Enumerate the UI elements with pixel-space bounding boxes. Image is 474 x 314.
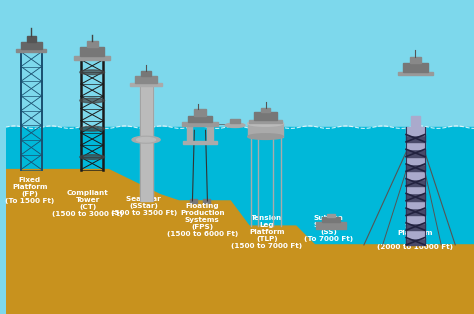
Bar bbox=[406, 215, 425, 223]
Bar bbox=[406, 127, 425, 134]
Text: Floating
Production
Systems
(FPS)
(1500 to 6000 Ft): Floating Production Systems (FPS) (1500 … bbox=[167, 203, 238, 236]
Bar bbox=[406, 186, 425, 193]
Bar bbox=[6, 0, 474, 127]
Bar bbox=[410, 57, 421, 63]
Ellipse shape bbox=[132, 136, 160, 143]
Bar bbox=[194, 109, 206, 116]
Bar bbox=[403, 63, 428, 72]
Ellipse shape bbox=[137, 138, 155, 142]
Ellipse shape bbox=[80, 127, 105, 131]
Ellipse shape bbox=[80, 98, 105, 103]
Bar bbox=[139, 86, 153, 201]
Bar bbox=[6, 127, 474, 314]
Bar bbox=[406, 200, 425, 208]
Bar bbox=[254, 112, 277, 120]
Bar bbox=[230, 119, 240, 123]
Text: Tension
Leg
Platform
(TLP)
(1500 to 7000 Ft): Tension Leg Platform (TLP) (1500 to 7000… bbox=[231, 215, 302, 249]
Bar bbox=[80, 47, 104, 56]
Bar bbox=[316, 222, 346, 229]
Bar bbox=[322, 217, 340, 222]
Ellipse shape bbox=[80, 70, 105, 75]
Bar bbox=[261, 108, 270, 112]
Bar bbox=[328, 214, 335, 217]
Text: SPAR
Platform
(SP)
(2000 to 10000 Ft): SPAR Platform (SP) (2000 to 10000 Ft) bbox=[377, 223, 454, 250]
Bar bbox=[406, 149, 425, 157]
Text: Sea Star
(SStar)
(500 to 3500 Ft): Sea Star (SStar) (500 to 3500 Ft) bbox=[110, 196, 177, 216]
Bar bbox=[406, 171, 425, 179]
Bar bbox=[411, 116, 420, 127]
Ellipse shape bbox=[80, 155, 105, 159]
Bar bbox=[406, 208, 425, 215]
Bar bbox=[406, 156, 425, 164]
Bar bbox=[406, 178, 425, 186]
Bar bbox=[87, 41, 98, 47]
Bar bbox=[27, 36, 36, 42]
Bar bbox=[74, 56, 110, 60]
Text: Fixed
Platform
(FP)
(To 1500 Ft): Fixed Platform (FP) (To 1500 Ft) bbox=[5, 177, 55, 204]
Bar bbox=[190, 199, 197, 203]
Bar bbox=[406, 223, 425, 230]
Bar bbox=[130, 83, 162, 86]
Bar bbox=[182, 122, 218, 126]
Text: Compliant
Tower
(CT)
(1500 to 3000 Ft): Compliant Tower (CT) (1500 to 3000 Ft) bbox=[52, 190, 123, 217]
Bar bbox=[16, 49, 46, 52]
Bar bbox=[203, 199, 210, 203]
Bar bbox=[187, 125, 192, 141]
Bar bbox=[135, 76, 157, 83]
Bar bbox=[406, 164, 425, 171]
Text: Subsea
System
(SS)
(To 7000 Ft): Subsea System (SS) (To 7000 Ft) bbox=[304, 215, 353, 242]
Bar bbox=[249, 120, 283, 123]
Bar bbox=[406, 193, 425, 201]
Bar bbox=[398, 72, 433, 75]
Bar bbox=[183, 141, 217, 144]
Bar bbox=[188, 116, 212, 122]
Bar bbox=[406, 142, 425, 149]
Bar bbox=[406, 134, 425, 142]
Ellipse shape bbox=[225, 123, 245, 127]
Bar bbox=[406, 237, 425, 245]
Bar bbox=[21, 42, 42, 49]
Bar bbox=[141, 71, 151, 76]
Bar bbox=[406, 230, 425, 238]
Polygon shape bbox=[6, 170, 474, 314]
Ellipse shape bbox=[248, 134, 283, 139]
Bar bbox=[208, 125, 213, 141]
Ellipse shape bbox=[248, 121, 283, 126]
Bar bbox=[248, 123, 283, 137]
